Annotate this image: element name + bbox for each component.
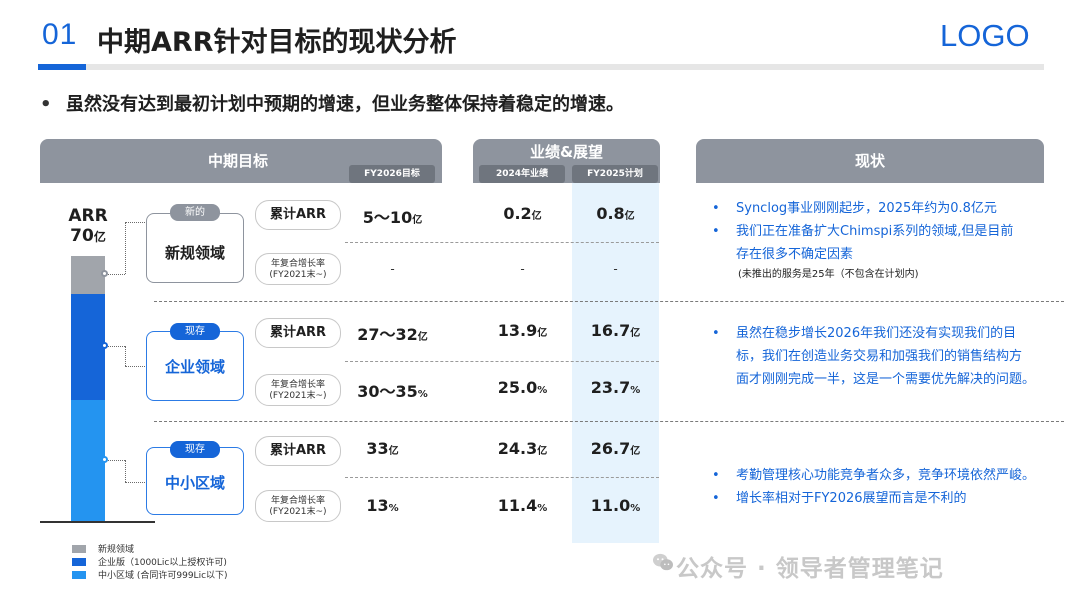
connector-new [125,222,147,223]
value-fy2025: 11.0% [590,496,641,515]
header-accent [38,64,86,70]
value-2024: - [520,262,525,276]
segment-box-enterprise: 企业领域 [146,331,244,401]
value-fy2026: 13% [366,496,399,515]
value-2024: 11.4% [497,496,548,515]
y2024-subheader: 2024年业绩 [479,165,565,183]
connector-smb [125,482,147,483]
header-divider [38,64,1044,70]
perf-header-label: 业绩&展望 [529,143,604,161]
arr-segment-new [71,256,105,294]
metric-cumulative-arr: 累计ARR [255,436,341,466]
arr-value: 70亿 [70,226,106,246]
status-notes-new: • Synclog事业刚刚起步，2025年约为0.8亿元 • 我们正在准备扩大Chi… [712,197,1062,284]
segment-name: 中小区域 [164,474,225,492]
segment-box-new: 新规领域 [146,213,244,283]
value-fy2025: 0.8亿 [596,204,635,223]
value-fy2026: 30～35% [357,382,428,401]
value-2024: 0.2亿 [503,204,542,223]
connector-smb [125,460,126,482]
note-small: (未推出的服务是25年（不包含在计划内) [738,269,919,280]
connector-node [101,456,108,463]
page-title: 中期ARR针对目标的现状分析 [97,27,457,58]
value-fy2025: 23.7% [590,378,641,397]
connector-enterprise [125,366,147,367]
value-fy2026: - [390,262,395,276]
segment-badge: 现存 [170,323,220,340]
fy2026-subheader: FY2026目标 [349,165,435,183]
value-fy2026: 27～32亿 [357,325,428,344]
note-line: 存在很多不确定因素 [736,247,854,262]
legend-item: 新规领域 [72,542,228,555]
value-fy2026: 5～10亿 [362,208,423,227]
metric-cagr: 年复合增长率 (FY2021末~) [255,490,341,522]
segment-badge: 新的 [170,204,220,221]
connector-new [125,222,126,274]
metric-cumulative-arr: 累计ARR [255,200,341,230]
status-notes-smb: • 考勤管理核心功能竞争者众多，竞争环境依然严峻。 • 增长率相对于FY2026展望… [712,464,1062,510]
value-fy2025: - [613,262,618,276]
arr-baseline [40,521,155,523]
segment-name: 企业领域 [164,358,225,376]
section-separator [154,421,1064,422]
watermark: 公众号 · 领导者管理笔记 [676,556,944,582]
note-line: • 考勤管理核心功能竞争者众多，竞争环境依然严峻。 [712,468,1036,483]
value-2024: 13.9亿 [497,321,548,340]
metric-cagr: 年复合增长率 (FY2021末~) [255,374,341,406]
status-header-label: 现状 [854,152,885,170]
summary-text: 虽然没有达到最初计划中预期的增速，但业务整体保持着稳定的增速。 [66,94,624,115]
metric-cagr: 年复合增长率 (FY2021末~) [255,253,341,285]
section-number: 01 [42,18,78,51]
value-2024: 25.0% [497,378,548,397]
arr-segment-enterprise [71,294,105,400]
status-header-bar [696,139,1044,183]
value-fy2026: 33亿 [366,439,399,458]
connector-enterprise [125,346,126,366]
connector-new [105,274,125,275]
legend-swatch-new [72,544,86,553]
connector-enterprise [105,346,125,347]
row-divider [345,477,659,478]
legend-item: 企业版（1000Lic以上授权许可) [72,555,228,568]
connector-node [101,342,108,349]
fy2025-highlight-column [572,183,659,543]
value-fy2025: 16.7亿 [590,321,641,340]
note-line: • 增长率相对于FY2026展望而言是不利的 [712,491,967,506]
arr-segment-smb [71,400,105,522]
fy2025-subheader: FY2025计划 [572,165,658,183]
note-line: 面才刚刚完成一半，这是一个需要优先解决的问题。 [736,372,1036,387]
row-divider [345,242,659,243]
segment-name: 新规领域 [164,244,225,262]
arr-label: ARR [68,206,108,226]
note-line: 标，我们在创造业务交易和加强我们的销售结构方 [736,349,1023,364]
arr-total-label: ARR 70亿 [66,206,110,247]
wechat-icon [653,553,673,571]
legend-swatch-smb [72,570,86,579]
row-divider [345,361,659,362]
legend-swatch-enterprise [72,557,86,566]
section-separator [154,301,1064,302]
logo: LOGO [940,18,1030,53]
legend-item: 中小区域 (合同许可999Lic以下) [72,568,228,581]
note-line: • 我们正在准备扩大Chimspi系列的领域,但是目前 [712,224,1014,239]
legend: 新规领域 企业版（1000Lic以上授权许可) 中小区域 (合同许可999Lic… [72,542,228,581]
segment-badge: 现存 [170,441,220,458]
value-2024: 24.3亿 [497,439,548,458]
note-line: • 虽然在稳步增长2026年我们还没有实现我们的目 [712,326,1017,341]
metric-cumulative-arr: 累计ARR [255,318,341,348]
connector-smb [105,460,125,461]
summary-bullet: • 虽然没有达到最初计划中预期的增速，但业务整体保持着稳定的增速。 [40,94,624,115]
status-notes-enterprise: • 虽然在稳步增长2026年我们还没有实现我们的目 标，我们在创造业务交易和加强我… [712,322,1062,391]
note-line: • Synclog事业刚刚起步，2025年约为0.8亿元 [712,201,997,216]
connector-node [101,270,108,277]
goal-header-label: 中期目标 [208,152,269,170]
value-fy2025: 26.7亿 [590,439,641,458]
